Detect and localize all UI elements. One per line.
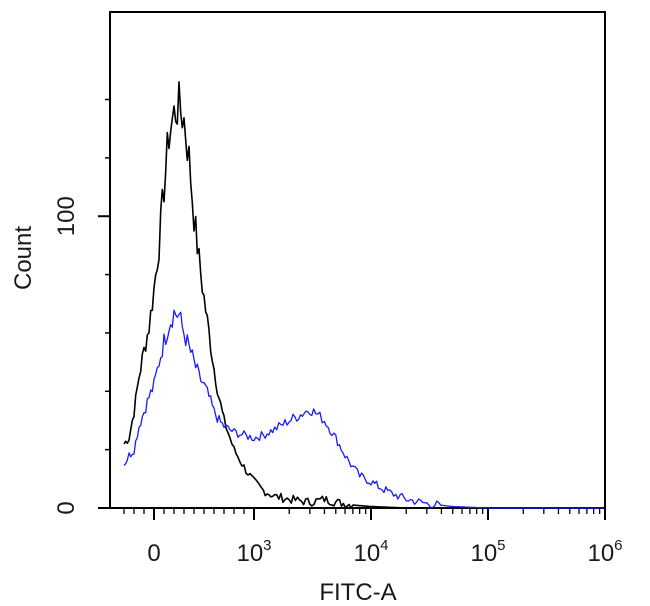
y-axis-title: Count [10,226,37,290]
x-axis-title: FITC-A [319,579,396,606]
y-tick-label: 0 [53,501,80,514]
histogram-series-2 [123,309,603,509]
x-tick-label: 0 [147,540,160,567]
x-axis: 0 103 104 105 106 [123,508,623,567]
y-tick-label: 100 [53,196,80,236]
x-tick-label: 104 [353,537,388,567]
x-tick-label: 105 [470,537,505,567]
y-axis: 0 100 [53,98,110,515]
x-tick-label: 106 [587,537,622,567]
series-layer [123,81,603,509]
plot-frame [109,11,606,509]
histogram-series-1 [123,81,603,509]
x-tick-label: 103 [236,537,271,567]
